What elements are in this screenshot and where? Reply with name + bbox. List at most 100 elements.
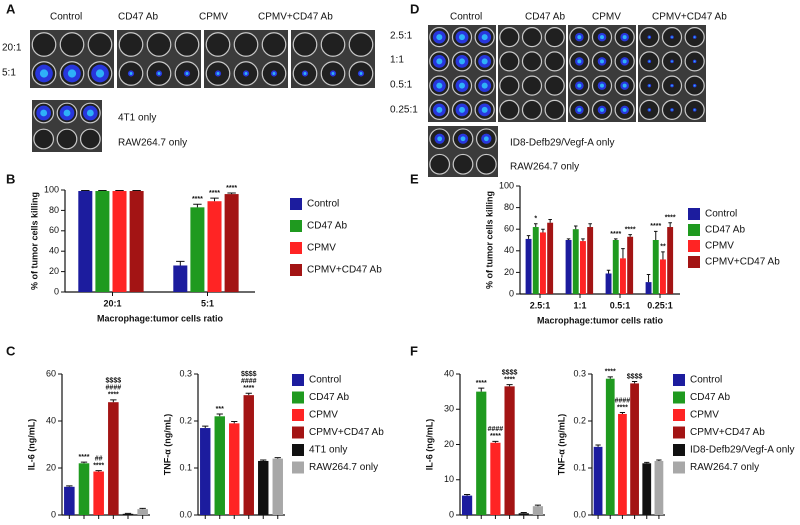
well <box>499 99 520 120</box>
y-tick-label: 0.3 <box>573 368 586 378</box>
y-tick-label: 0 <box>51 509 56 519</box>
bar <box>612 240 619 294</box>
significance-label: **** <box>650 223 661 230</box>
error-bar <box>216 413 223 417</box>
legend-swatch <box>290 264 302 276</box>
y-axis-label: TNF-α (ng/mL) <box>556 414 566 476</box>
well-signal <box>671 60 673 63</box>
well <box>348 32 374 57</box>
well-signal <box>693 109 696 111</box>
y-tick-label: 0.1 <box>573 462 586 472</box>
well-signal <box>600 107 604 112</box>
legend-swatch <box>292 461 304 474</box>
legend-swatch <box>292 409 304 421</box>
significance-label: **** <box>192 196 203 203</box>
well-signal <box>600 59 604 64</box>
y-tick-label: 0.3 <box>179 368 192 378</box>
well-signal <box>481 82 488 89</box>
well-signal <box>622 59 627 64</box>
error-bar <box>541 228 545 233</box>
bar <box>122 513 134 515</box>
y-tick-label: 0 <box>509 288 514 298</box>
error-bar <box>231 420 238 424</box>
column-label: CPMV+CD47 Ab <box>652 12 727 23</box>
well-signal <box>459 58 465 65</box>
legend-label: 4T1 only <box>309 445 347 456</box>
well-signal <box>481 58 488 65</box>
row-label: 0.5:1 <box>390 80 413 91</box>
well-signal <box>272 72 276 75</box>
x-axis-label: Macrophage:tumor cells ratio <box>97 313 224 323</box>
bar <box>587 227 594 294</box>
legend-label: Control <box>309 375 341 386</box>
significance-label: #### <box>488 426 504 433</box>
error-bar <box>274 457 281 459</box>
significance-label: #### <box>106 385 122 392</box>
bar <box>532 227 539 294</box>
legend-swatch <box>688 224 700 236</box>
error-bar <box>548 218 552 223</box>
well-signal <box>216 72 220 75</box>
bar <box>642 463 652 515</box>
error-bar <box>210 197 219 202</box>
legend-swatch <box>290 220 302 232</box>
column-label: Control <box>450 12 482 23</box>
legend-swatch <box>673 444 685 456</box>
row-label: 2.5:1 <box>390 31 413 42</box>
bar <box>525 238 532 294</box>
bar <box>630 383 639 515</box>
y-tick-label: 100 <box>44 184 59 194</box>
error-bar <box>661 251 665 260</box>
significance-label: **** <box>610 231 621 238</box>
y-tick-label: 60 <box>46 368 56 378</box>
y-tick-label: 0.1 <box>179 462 192 472</box>
significance-label: **** <box>504 376 515 383</box>
bar <box>108 402 119 515</box>
significance-label: $$$$ <box>106 378 122 385</box>
significance-label: $$$$ <box>241 371 257 378</box>
y-tick-label: 30 <box>444 404 454 414</box>
well <box>205 32 231 57</box>
well-signal <box>303 72 307 75</box>
y-tick-label: 60 <box>49 225 59 235</box>
well <box>499 75 520 96</box>
y-tick-label: 20 <box>444 439 454 449</box>
error-bar <box>95 470 102 472</box>
x-tick-label: 5:1 <box>201 298 214 308</box>
well-signal <box>648 60 651 63</box>
error-bar <box>619 412 626 414</box>
error-bar <box>193 203 202 208</box>
well-signal <box>481 34 488 41</box>
y-tick-label: 0 <box>449 509 454 519</box>
bar <box>112 191 127 292</box>
y-tick-label: 10 <box>444 474 454 484</box>
well-signal <box>437 136 443 142</box>
bar <box>565 240 572 294</box>
bar <box>627 236 634 294</box>
legend-swatch <box>688 256 700 268</box>
y-axis-label: IL-6 (ng/mL) <box>424 419 434 471</box>
panel-letter: B <box>6 171 15 186</box>
panel-letter: C <box>6 343 16 358</box>
column-label: CPMV <box>199 12 228 23</box>
well-signal <box>600 83 604 88</box>
x-axis-label: Macrophage:tumor cells ratio <box>537 315 664 325</box>
row-label: 20:1 <box>2 43 22 54</box>
significance-label: **** <box>243 385 254 392</box>
well-signal <box>577 83 582 88</box>
legend-label: CPMV+CD47 Ab <box>690 427 765 438</box>
error-bar <box>139 507 146 510</box>
bar <box>200 428 211 515</box>
y-tick-label: 40 <box>49 246 59 256</box>
significance-label: $$$$ <box>627 373 643 380</box>
y-tick-label: 0.2 <box>573 415 586 425</box>
column-label: Control <box>50 12 82 23</box>
well-signal <box>577 59 582 64</box>
well <box>33 128 55 150</box>
well-signal <box>693 84 696 87</box>
bar <box>654 460 664 515</box>
significance-label: *** <box>216 406 224 413</box>
legend-label: Control <box>705 209 737 220</box>
well-signal <box>185 72 189 75</box>
column-label: CD47 Ab <box>118 12 158 23</box>
